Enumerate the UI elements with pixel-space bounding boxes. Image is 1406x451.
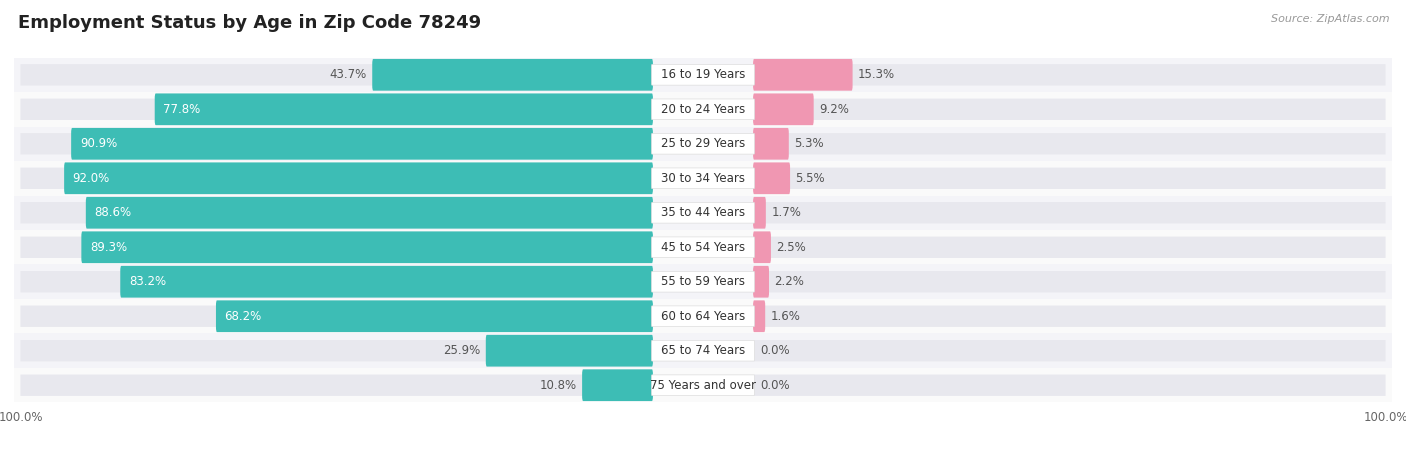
Text: 2.5%: 2.5% bbox=[776, 241, 806, 254]
FancyBboxPatch shape bbox=[754, 197, 766, 229]
FancyBboxPatch shape bbox=[754, 64, 1385, 86]
Text: 90.9%: 90.9% bbox=[80, 137, 117, 150]
FancyBboxPatch shape bbox=[754, 340, 1385, 361]
FancyBboxPatch shape bbox=[651, 306, 755, 327]
FancyBboxPatch shape bbox=[14, 92, 1392, 127]
FancyBboxPatch shape bbox=[754, 168, 1385, 189]
FancyBboxPatch shape bbox=[14, 264, 1392, 299]
FancyBboxPatch shape bbox=[14, 127, 1392, 161]
Text: 65 to 74 Years: 65 to 74 Years bbox=[661, 344, 745, 357]
Text: 30 to 34 Years: 30 to 34 Years bbox=[661, 172, 745, 185]
FancyBboxPatch shape bbox=[754, 300, 765, 332]
FancyBboxPatch shape bbox=[651, 64, 755, 85]
FancyBboxPatch shape bbox=[651, 168, 755, 189]
FancyBboxPatch shape bbox=[754, 128, 789, 160]
Text: 55 to 59 Years: 55 to 59 Years bbox=[661, 275, 745, 288]
FancyBboxPatch shape bbox=[21, 340, 652, 361]
Text: 83.2%: 83.2% bbox=[129, 275, 166, 288]
FancyBboxPatch shape bbox=[65, 162, 652, 194]
FancyBboxPatch shape bbox=[651, 133, 755, 154]
FancyBboxPatch shape bbox=[155, 93, 652, 125]
Text: 77.8%: 77.8% bbox=[163, 103, 201, 116]
FancyBboxPatch shape bbox=[14, 368, 1392, 402]
FancyBboxPatch shape bbox=[14, 230, 1392, 264]
FancyBboxPatch shape bbox=[754, 231, 770, 263]
FancyBboxPatch shape bbox=[651, 202, 755, 223]
FancyBboxPatch shape bbox=[21, 168, 652, 189]
FancyBboxPatch shape bbox=[21, 237, 652, 258]
FancyBboxPatch shape bbox=[86, 197, 652, 229]
FancyBboxPatch shape bbox=[21, 305, 652, 327]
Text: 88.6%: 88.6% bbox=[94, 206, 132, 219]
FancyBboxPatch shape bbox=[21, 64, 652, 86]
Text: 9.2%: 9.2% bbox=[820, 103, 849, 116]
FancyBboxPatch shape bbox=[754, 133, 1385, 155]
Text: 10.8%: 10.8% bbox=[540, 379, 576, 392]
FancyBboxPatch shape bbox=[582, 369, 652, 401]
FancyBboxPatch shape bbox=[754, 271, 1385, 292]
FancyBboxPatch shape bbox=[217, 300, 652, 332]
Text: 25.9%: 25.9% bbox=[443, 344, 481, 357]
Text: 1.6%: 1.6% bbox=[770, 310, 800, 323]
FancyBboxPatch shape bbox=[14, 299, 1392, 333]
Text: 5.5%: 5.5% bbox=[796, 172, 825, 185]
Text: 60 to 64 Years: 60 to 64 Years bbox=[661, 310, 745, 323]
FancyBboxPatch shape bbox=[754, 162, 790, 194]
Text: 16 to 19 Years: 16 to 19 Years bbox=[661, 68, 745, 81]
Text: Source: ZipAtlas.com: Source: ZipAtlas.com bbox=[1271, 14, 1389, 23]
FancyBboxPatch shape bbox=[754, 266, 769, 298]
FancyBboxPatch shape bbox=[21, 133, 652, 155]
FancyBboxPatch shape bbox=[14, 161, 1392, 196]
FancyBboxPatch shape bbox=[754, 99, 1385, 120]
Text: 0.0%: 0.0% bbox=[761, 344, 790, 357]
FancyBboxPatch shape bbox=[754, 305, 1385, 327]
FancyBboxPatch shape bbox=[21, 271, 652, 292]
FancyBboxPatch shape bbox=[651, 375, 755, 396]
Text: 75 Years and over: 75 Years and over bbox=[650, 379, 756, 392]
Text: 45 to 54 Years: 45 to 54 Years bbox=[661, 241, 745, 254]
Text: Employment Status by Age in Zip Code 78249: Employment Status by Age in Zip Code 782… bbox=[18, 14, 481, 32]
Text: 0.0%: 0.0% bbox=[761, 379, 790, 392]
Text: 5.3%: 5.3% bbox=[794, 137, 824, 150]
Text: 15.3%: 15.3% bbox=[858, 68, 896, 81]
FancyBboxPatch shape bbox=[754, 237, 1385, 258]
FancyBboxPatch shape bbox=[651, 237, 755, 258]
FancyBboxPatch shape bbox=[82, 231, 652, 263]
Text: 35 to 44 Years: 35 to 44 Years bbox=[661, 206, 745, 219]
Text: 92.0%: 92.0% bbox=[73, 172, 110, 185]
Text: 43.7%: 43.7% bbox=[329, 68, 367, 81]
FancyBboxPatch shape bbox=[754, 59, 852, 91]
FancyBboxPatch shape bbox=[754, 374, 1385, 396]
Text: 2.2%: 2.2% bbox=[775, 275, 804, 288]
FancyBboxPatch shape bbox=[14, 333, 1392, 368]
FancyBboxPatch shape bbox=[121, 266, 652, 298]
Text: 20 to 24 Years: 20 to 24 Years bbox=[661, 103, 745, 116]
FancyBboxPatch shape bbox=[486, 335, 652, 367]
Text: 89.3%: 89.3% bbox=[90, 241, 127, 254]
FancyBboxPatch shape bbox=[14, 58, 1392, 92]
Text: 1.7%: 1.7% bbox=[772, 206, 801, 219]
FancyBboxPatch shape bbox=[373, 59, 652, 91]
FancyBboxPatch shape bbox=[651, 341, 755, 361]
FancyBboxPatch shape bbox=[754, 202, 1385, 223]
FancyBboxPatch shape bbox=[72, 128, 652, 160]
FancyBboxPatch shape bbox=[21, 374, 652, 396]
FancyBboxPatch shape bbox=[651, 272, 755, 292]
Text: 25 to 29 Years: 25 to 29 Years bbox=[661, 137, 745, 150]
FancyBboxPatch shape bbox=[14, 196, 1392, 230]
FancyBboxPatch shape bbox=[21, 99, 652, 120]
FancyBboxPatch shape bbox=[651, 99, 755, 120]
Text: 68.2%: 68.2% bbox=[225, 310, 262, 323]
FancyBboxPatch shape bbox=[21, 202, 652, 223]
FancyBboxPatch shape bbox=[754, 93, 814, 125]
